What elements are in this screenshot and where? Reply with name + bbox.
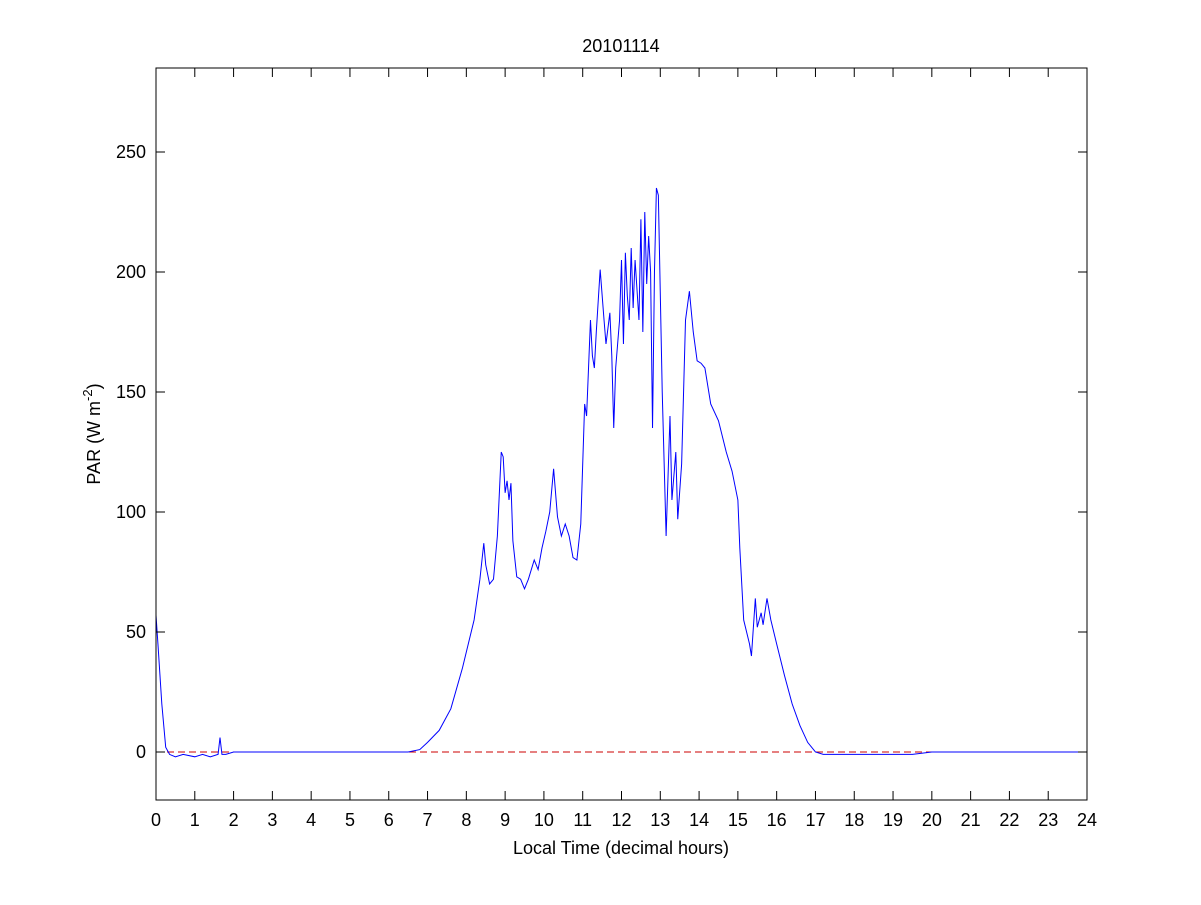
x-tick-label: 11 bbox=[573, 810, 592, 830]
x-tick-label: 14 bbox=[689, 810, 709, 830]
x-tick-label: 9 bbox=[500, 810, 510, 830]
y-tick-label: 250 bbox=[116, 142, 146, 162]
data-line bbox=[155, 187, 1087, 758]
y-tick-label: 100 bbox=[116, 502, 146, 522]
x-tick-label: 19 bbox=[883, 810, 903, 830]
x-tick-label: 16 bbox=[767, 810, 787, 830]
x-tick-label: 17 bbox=[805, 810, 825, 830]
x-axis-label: Local Time (decimal hours) bbox=[513, 838, 729, 858]
x-tick-label: 24 bbox=[1077, 810, 1097, 830]
x-tick-label: 12 bbox=[611, 810, 631, 830]
x-tick-label: 5 bbox=[345, 810, 355, 830]
x-tick-label: 18 bbox=[844, 810, 864, 830]
x-tick-label: 10 bbox=[534, 810, 554, 830]
x-tick-label: 21 bbox=[961, 810, 981, 830]
y-tick-label: 50 bbox=[126, 622, 146, 642]
x-tick-label: 15 bbox=[728, 810, 748, 830]
y-tick-label: 200 bbox=[116, 262, 146, 282]
x-tick-label: 20 bbox=[922, 810, 942, 830]
x-tick-label: 2 bbox=[229, 810, 239, 830]
x-tick-label: 22 bbox=[999, 810, 1019, 830]
y-tick-label: 150 bbox=[116, 382, 146, 402]
y-axis-label-end: ) bbox=[84, 383, 104, 389]
x-tick-label: 6 bbox=[384, 810, 394, 830]
y-axis-label-text: PAR (W m bbox=[84, 401, 104, 485]
x-tick-label: 13 bbox=[650, 810, 670, 830]
x-tick-label: 3 bbox=[267, 810, 277, 830]
x-tick-label: 4 bbox=[306, 810, 316, 830]
x-tick-label: 8 bbox=[461, 810, 471, 830]
chart-title: 20101114 bbox=[582, 36, 659, 56]
y-axis-label-sup: -2 bbox=[80, 389, 95, 401]
x-tick-label: 23 bbox=[1038, 810, 1058, 830]
x-tick-label: 0 bbox=[151, 810, 161, 830]
y-axis-label: PAR (W m-2) bbox=[80, 383, 104, 484]
y-tick-label: 0 bbox=[136, 742, 146, 762]
x-tick-label: 1 bbox=[190, 810, 200, 830]
x-tick-label: 7 bbox=[423, 810, 433, 830]
